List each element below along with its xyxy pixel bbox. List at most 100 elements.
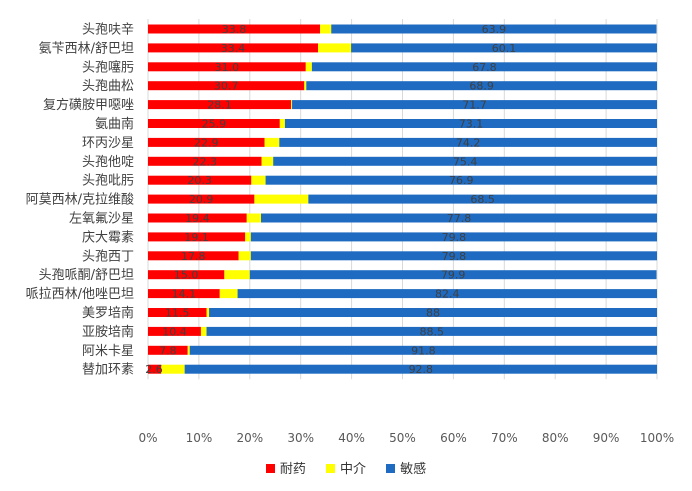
data-label: 28.1 — [207, 99, 232, 112]
legend-item-intermediate: 中介 — [325, 458, 366, 477]
bar-segment — [148, 194, 255, 204]
x-tick-label: 60% — [440, 431, 467, 445]
category-label: 头孢他啶 — [82, 155, 134, 170]
bar-segment — [264, 137, 280, 147]
data-label: 91.8 — [411, 344, 436, 357]
data-label: 82.4 — [435, 288, 460, 301]
data-label: 7.8 — [159, 344, 177, 357]
bar-segment — [148, 100, 292, 110]
data-label: 88.5 — [420, 325, 445, 338]
data-label: 88 — [426, 307, 440, 320]
legend-swatch-resistant — [265, 464, 275, 473]
category-label: 阿莫西林/克拉维酸 — [26, 193, 134, 208]
x-axis-tick-labels: 0% 10% 20% 30% 40% 50% 60% 70% 80% 90% 100% — [138, 431, 674, 445]
bar-segment — [251, 175, 266, 185]
bar-segment — [351, 43, 657, 53]
bar-segment — [148, 364, 162, 374]
x-tick-label: 90% — [593, 431, 620, 445]
data-label: 17.8 — [181, 250, 206, 263]
bar-segment — [261, 156, 274, 166]
data-label: 2.6 — [145, 363, 163, 376]
data-label: 20.3 — [187, 174, 212, 187]
bar-segment — [148, 251, 239, 261]
bar-segment — [148, 308, 207, 317]
category-label: 替加环素 — [82, 363, 134, 378]
data-labels: 33.8 63.9 33.4 60.1 31.0 67.8 30.7 68.9 28.1 71.7… — [145, 23, 516, 376]
category-label: 氨曲南 — [95, 116, 134, 132]
bar-segment — [148, 289, 220, 299]
data-label: 19.4 — [185, 212, 210, 225]
bar-segment — [148, 81, 305, 91]
x-tick-label: 70% — [491, 431, 518, 445]
bar-segment — [148, 232, 246, 242]
bar-segment — [305, 62, 312, 72]
category-label: 氨苄西林/舒巴坦 — [39, 41, 134, 56]
data-label: 68.5 — [470, 193, 495, 206]
bar-segment — [148, 175, 252, 185]
bar-segment — [148, 326, 201, 336]
category-label: 哌拉西林/他唑巴坦 — [26, 286, 134, 302]
data-label: 71.7 — [462, 99, 487, 112]
bar-segment — [318, 43, 352, 53]
data-label: 25.9 — [202, 118, 227, 131]
legend-swatch-intermediate — [325, 464, 335, 473]
x-tick-label: 50% — [389, 431, 416, 445]
data-label: 31.0 — [215, 61, 240, 74]
legend-item-resistant: 耐药 — [265, 458, 306, 477]
data-label: 19.1 — [184, 231, 209, 244]
category-label: 庆大霉素 — [82, 230, 134, 245]
bar-segment — [311, 62, 657, 72]
bar-segment — [148, 137, 265, 147]
data-label: 77.8 — [447, 212, 472, 225]
data-label: 73.1 — [459, 118, 484, 131]
bar-segment — [331, 24, 657, 34]
bar-segment — [209, 308, 657, 317]
category-labels: 头孢呋辛氨苄西林/舒巴坦头孢噻肟头孢曲松复方磺胺甲噁唑氨曲南环丙沙星头孢他啶头孢… — [26, 23, 134, 378]
category-label: 亚胺培南 — [82, 324, 134, 340]
data-label: 75.4 — [453, 155, 478, 168]
bar-segment — [148, 43, 319, 53]
bar-segment — [219, 289, 238, 299]
category-label: 复方磺胺甲噁唑 — [43, 97, 134, 113]
bar-segment — [148, 62, 306, 72]
data-label: 14.1 — [172, 288, 197, 301]
bar-segment — [148, 24, 321, 34]
bar-segment — [254, 194, 309, 204]
category-label: 头孢哌酮/舒巴坦 — [39, 267, 134, 283]
data-label: 79.8 — [442, 250, 467, 263]
data-label: 76.9 — [449, 174, 474, 187]
category-label: 左氧氟沙星 — [69, 212, 134, 227]
legend-label-intermediate: 中介 — [339, 462, 366, 477]
data-label: 10.4 — [162, 325, 187, 338]
data-label: 92.8 — [409, 363, 434, 376]
bar-segment — [238, 251, 251, 261]
bar-segment — [206, 308, 210, 317]
category-label: 阿米卡星 — [82, 344, 134, 359]
bar-segment — [148, 156, 262, 166]
category-label: 头孢呋辛 — [82, 23, 134, 38]
category-label: 头孢噻肟 — [82, 59, 134, 75]
bar-segment — [265, 175, 657, 185]
bars — [148, 24, 658, 374]
bar-segment — [250, 232, 657, 242]
bar-segment — [279, 119, 285, 128]
bar-segment — [148, 270, 225, 280]
data-label: 22.9 — [194, 136, 219, 149]
bar-segment — [148, 119, 280, 128]
legend-label-sensitive: 敏感 — [400, 462, 427, 477]
data-label: 30.7 — [214, 80, 239, 93]
bar-segment — [284, 119, 657, 128]
bar-segment — [306, 81, 657, 91]
legend-item-sensitive: 敏感 — [386, 458, 426, 477]
bar-segment — [184, 364, 657, 374]
bar-segment — [273, 156, 657, 166]
data-label: 79.9 — [441, 269, 466, 282]
legend-label-resistant: 耐药 — [279, 462, 306, 477]
bar-segment — [148, 213, 247, 223]
data-label: 33.8 — [222, 23, 247, 36]
category-label: 环丙沙星 — [82, 136, 134, 151]
bar-segment — [246, 213, 261, 223]
bar-segment — [320, 24, 332, 34]
x-tick-label: 40% — [338, 431, 365, 445]
bar-segment — [187, 345, 190, 355]
